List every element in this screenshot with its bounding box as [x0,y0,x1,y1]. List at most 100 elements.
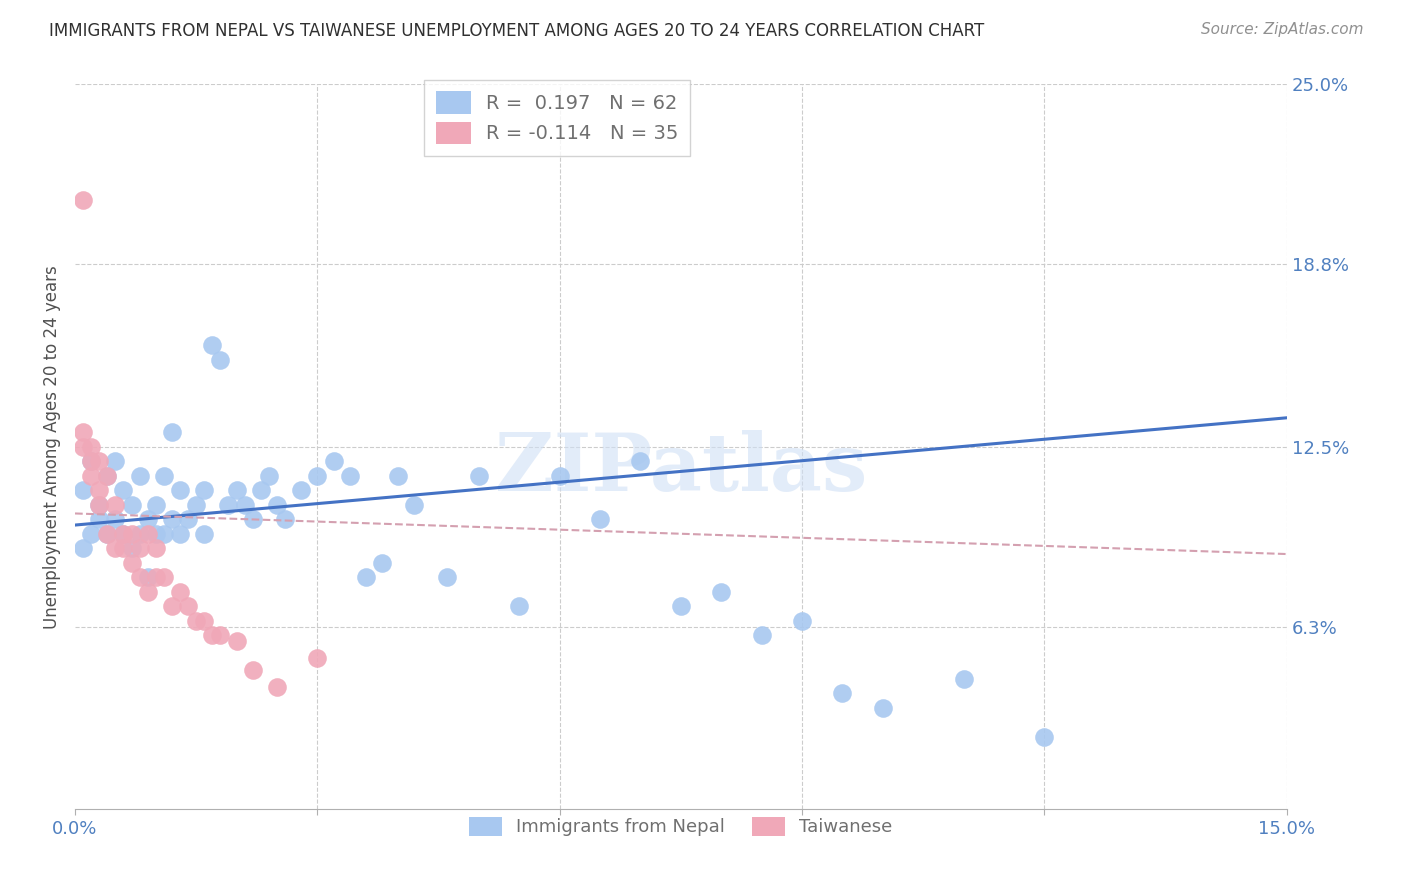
Point [307,651,329,665]
Point [266,681,288,695]
Point [193,526,215,541]
Legend: Immigrants from Nepal, Taiwanese: Immigrants from Nepal, Taiwanese [463,810,900,844]
Point [72,440,94,454]
Point [128,468,150,483]
Y-axis label: Unemployment Among Ages 20 to 24 years: Unemployment Among Ages 20 to 24 years [44,265,60,629]
Point [80,440,103,454]
Point [121,526,143,541]
Point [89,498,111,512]
Point [96,468,118,483]
Point [186,614,208,628]
Point [96,468,118,483]
Point [72,541,94,556]
Point [128,526,150,541]
Point [371,556,394,570]
Point [112,526,135,541]
Point [80,526,103,541]
Point [169,526,191,541]
Point [218,498,240,512]
Point [177,512,200,526]
Point [104,512,127,526]
Point [436,570,458,584]
Point [831,686,853,700]
Point [669,599,692,614]
Point [548,468,571,483]
Point [225,634,247,648]
Point [136,526,159,541]
Point [257,468,280,483]
Point [72,194,94,208]
Point [387,468,409,483]
Point [177,599,200,614]
Point [193,614,215,628]
Text: Source: ZipAtlas.com: Source: ZipAtlas.com [1201,22,1364,37]
Point [307,468,329,483]
Point [169,483,191,498]
Point [160,599,183,614]
Point [136,584,159,599]
Point [233,498,256,512]
Point [121,498,143,512]
Point [121,541,143,556]
Point [266,498,288,512]
Point [96,526,118,541]
Point [145,526,167,541]
Point [160,425,183,440]
Point [145,541,167,556]
Point [72,483,94,498]
Point [186,498,208,512]
Point [201,338,224,352]
Point [121,556,143,570]
Point [354,570,377,584]
Point [249,483,271,498]
Point [104,498,127,512]
Point [710,584,733,599]
Point [193,483,215,498]
Point [89,498,111,512]
Point [790,614,813,628]
Point [153,570,176,584]
Point [169,584,191,599]
Point [80,454,103,468]
Point [242,663,264,677]
Point [209,352,232,367]
Point [751,628,773,642]
Point [339,468,361,483]
Point [112,541,135,556]
Point [145,498,167,512]
Point [145,570,167,584]
Point [128,541,150,556]
Point [136,570,159,584]
Point [872,700,894,714]
Point [589,512,612,526]
Text: IMMIGRANTS FROM NEPAL VS TAIWANESE UNEMPLOYMENT AMONG AGES 20 TO 24 YEARS CORREL: IMMIGRANTS FROM NEPAL VS TAIWANESE UNEMP… [49,22,984,40]
Point [274,512,297,526]
Point [128,570,150,584]
Point [89,454,111,468]
Point [404,498,426,512]
Point [201,628,224,642]
Point [112,526,135,541]
Point [209,628,232,642]
Point [104,541,127,556]
Point [242,512,264,526]
Point [468,468,491,483]
Point [1033,730,1056,744]
Point [290,483,312,498]
Point [89,512,111,526]
Point [508,599,530,614]
Point [72,425,94,440]
Point [80,468,103,483]
Point [136,512,159,526]
Point [80,454,103,468]
Point [153,526,176,541]
Text: ZIPatlas: ZIPatlas [495,430,868,508]
Point [112,483,135,498]
Point [160,512,183,526]
Point [322,454,344,468]
Point [630,454,652,468]
Point [225,483,247,498]
Point [89,483,111,498]
Point [96,526,118,541]
Point [153,468,176,483]
